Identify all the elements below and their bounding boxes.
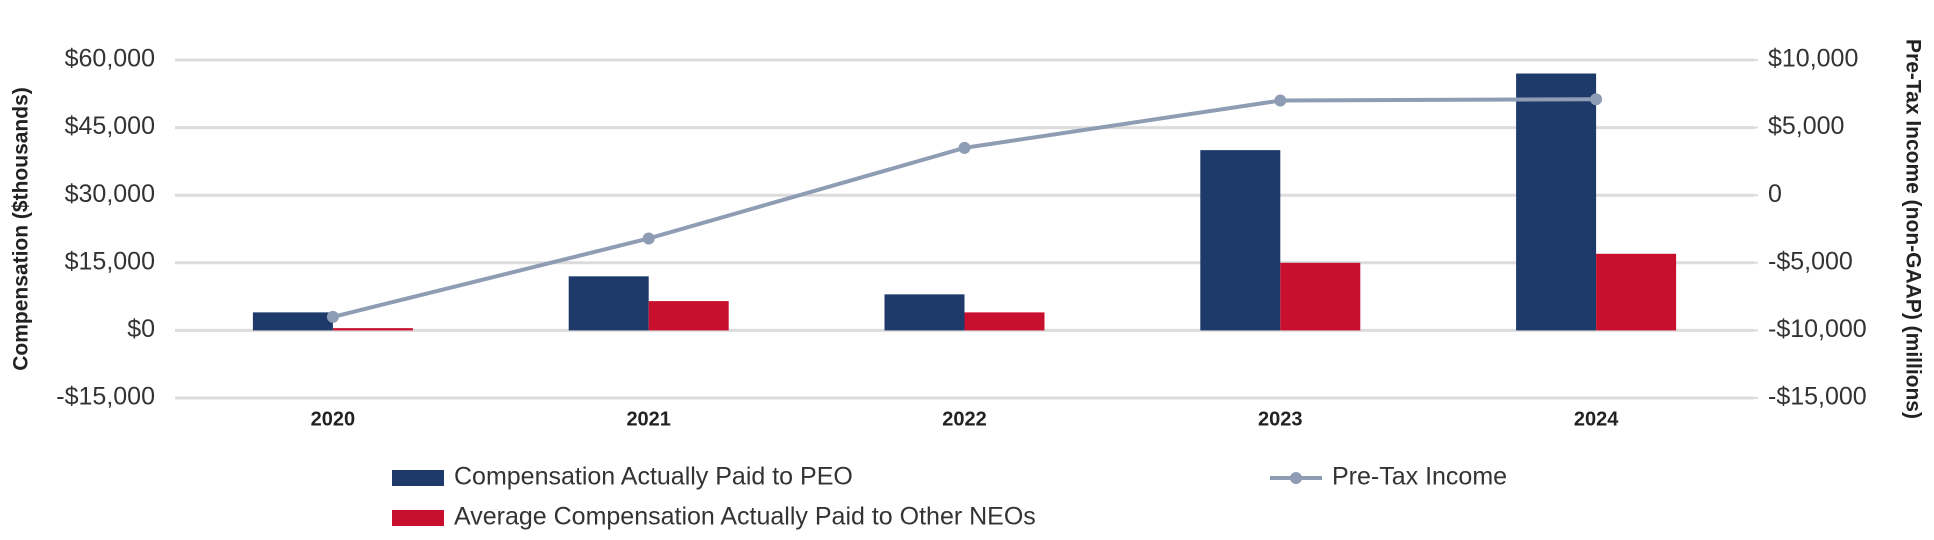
line-point — [1590, 93, 1603, 106]
y-tick-label: $0 — [127, 315, 155, 343]
legend-symbol — [392, 470, 444, 486]
bar — [252, 312, 333, 331]
legend-label: Compensation Actually Paid to PEO — [454, 463, 853, 491]
bar — [964, 312, 1045, 331]
y2-tick-label: $10,000 — [1768, 45, 1858, 73]
x-tick-label: 2023 — [1258, 408, 1303, 430]
legend-label: Average Compensation Actually Paid to Ot… — [454, 503, 1036, 531]
y-tick-label: $45,000 — [65, 112, 155, 140]
bar — [884, 294, 965, 331]
y-tick-label: -$15,000 — [56, 383, 155, 411]
legend-label: Pre-Tax Income — [1332, 463, 1507, 491]
bar — [332, 328, 413, 331]
bar — [1596, 253, 1677, 331]
x-tick-label: 2020 — [311, 408, 356, 430]
y2-tick-label: -$15,000 — [1768, 383, 1867, 411]
legend-symbol — [1290, 472, 1302, 484]
line-point — [958, 141, 971, 154]
y-tick-label: $30,000 — [65, 180, 155, 208]
y-tick-label: $60,000 — [65, 45, 155, 73]
bar — [648, 301, 729, 331]
y2-tick-label: -$5,000 — [1768, 247, 1853, 275]
bar — [1200, 150, 1281, 331]
line-point — [1274, 94, 1287, 107]
x-tick-label: 2021 — [626, 408, 671, 430]
y-tick-label: $15,000 — [65, 247, 155, 275]
x-tick-label: 2024 — [1574, 408, 1619, 430]
line-point — [326, 310, 339, 323]
line — [332, 97, 1597, 319]
y2-tick-label: $5,000 — [1768, 112, 1844, 140]
bar — [568, 276, 649, 331]
y2-axis-title: Pre-Tax Income (non-GAAP) (millions) — [1901, 39, 1924, 419]
y2-tick-label: 0 — [1768, 180, 1782, 208]
y-axis-title: Compensation ($thousands) — [10, 87, 33, 371]
x-tick-label: 2022 — [942, 408, 987, 430]
bar — [1516, 73, 1597, 331]
y2-tick-label: -$10,000 — [1768, 315, 1867, 343]
bar — [1280, 262, 1361, 331]
legend-symbol — [392, 510, 444, 526]
line-point — [642, 232, 655, 245]
